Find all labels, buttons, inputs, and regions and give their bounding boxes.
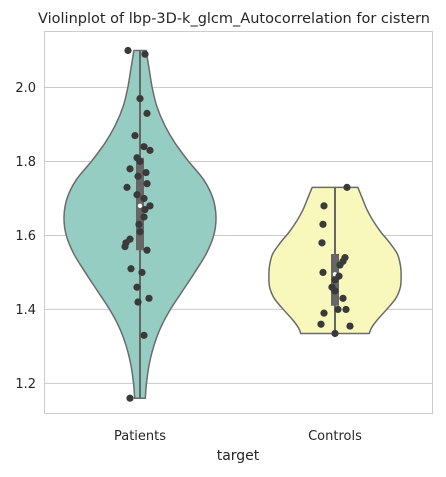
data-point <box>142 168 150 177</box>
x-axis-ticks: Patients Controls <box>114 429 362 444</box>
data-point <box>317 320 325 328</box>
y-tick-label: 1.6 <box>15 229 36 244</box>
violin-layer <box>63 49 402 399</box>
data-point <box>134 172 142 180</box>
data-point <box>135 220 143 228</box>
data-point <box>126 394 134 402</box>
data-point <box>138 268 146 277</box>
x-axis-label: target <box>217 448 260 464</box>
data-point <box>134 298 142 306</box>
data-point <box>141 205 149 214</box>
data-point <box>319 220 327 228</box>
data-point <box>319 268 327 277</box>
data-point <box>318 239 326 247</box>
point-layer <box>121 46 354 402</box>
data-point <box>124 46 132 55</box>
data-point <box>141 50 149 58</box>
data-point <box>343 183 351 191</box>
x-tick-label: Controls <box>308 429 362 444</box>
data-point <box>342 305 350 314</box>
y-tick-label: 1.2 <box>15 377 36 392</box>
data-point <box>143 180 151 188</box>
data-point <box>146 202 154 210</box>
data-point <box>133 283 141 291</box>
data-point <box>320 202 328 210</box>
data-point <box>127 265 135 273</box>
data-point <box>121 242 129 251</box>
data-point <box>140 143 148 151</box>
data-point <box>143 246 151 254</box>
y-tick-label: 2.0 <box>15 81 36 96</box>
data-point <box>123 183 131 191</box>
violin-median <box>137 203 143 209</box>
data-point <box>320 309 328 317</box>
data-point <box>126 165 134 173</box>
data-point <box>133 191 141 199</box>
y-axis-ticks: 1.2 1.4 1.6 1.8 2.0 <box>15 81 36 392</box>
data-point <box>143 109 151 117</box>
data-point <box>346 322 354 330</box>
data-point <box>339 294 347 302</box>
y-tick-label: 1.4 <box>15 303 36 318</box>
data-point <box>136 94 144 103</box>
data-point <box>131 131 139 140</box>
data-point <box>331 287 339 295</box>
data-point <box>140 331 148 339</box>
data-point <box>140 213 148 221</box>
data-point <box>331 276 339 284</box>
data-point <box>331 329 339 338</box>
chart-title: Violinplot of lbp-3D-k_glcm_Autocorrelat… <box>38 11 430 27</box>
data-point <box>136 228 144 236</box>
x-tick-label: Patients <box>114 429 166 444</box>
y-tick-label: 1.8 <box>15 155 36 170</box>
data-point <box>336 261 344 269</box>
data-point <box>136 157 144 166</box>
data-point <box>145 294 153 302</box>
plot-frame <box>44 31 433 414</box>
data-point <box>334 305 342 314</box>
data-point <box>146 146 154 154</box>
data-point <box>140 194 148 203</box>
